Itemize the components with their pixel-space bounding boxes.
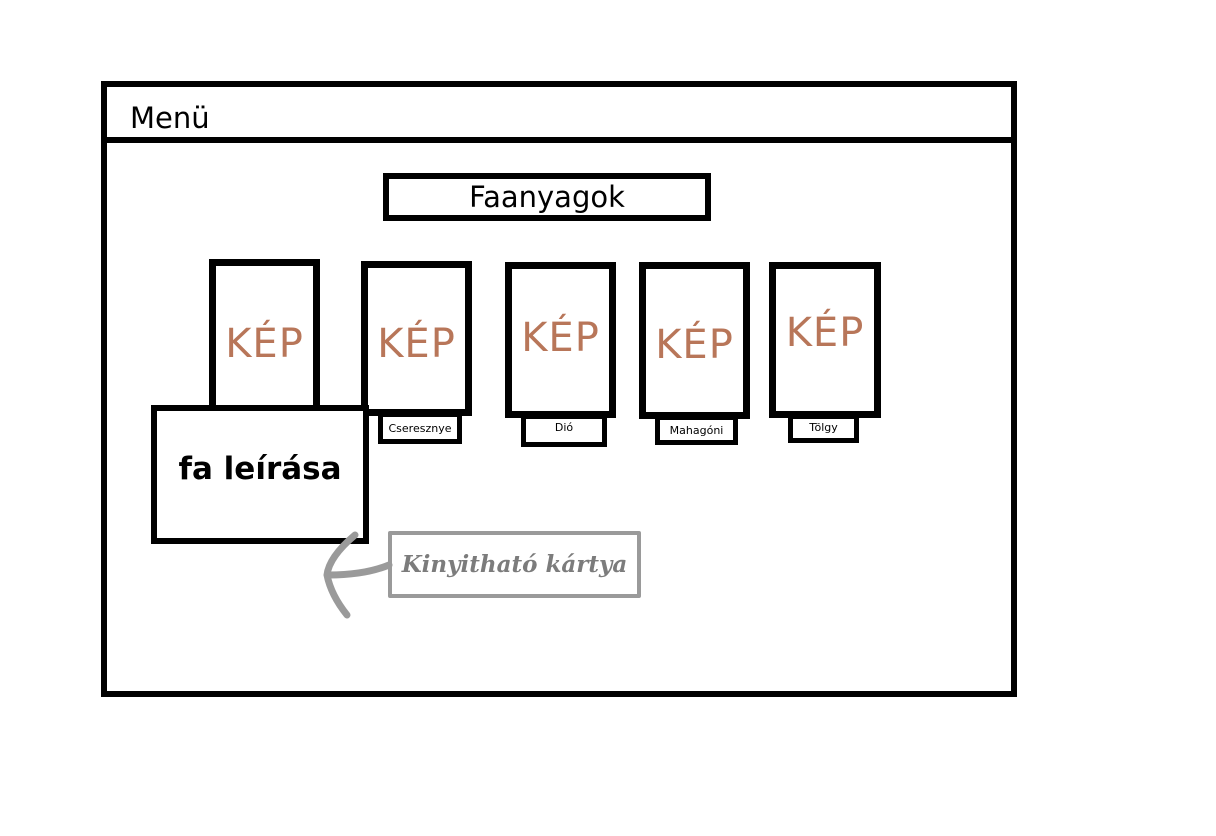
- wood-card-4[interactable]: KÉP: [639, 262, 750, 419]
- annotation-text: Kinyitható kártya: [401, 551, 628, 578]
- card-name-tag[interactable]: Tölgy: [788, 414, 859, 443]
- image-placeholder: KÉP: [225, 321, 304, 367]
- image-placeholder: KÉP: [377, 320, 456, 367]
- image-placeholder: KÉP: [785, 310, 865, 356]
- card-name-tag[interactable]: Dió: [521, 414, 607, 447]
- menu-label[interactable]: Menü: [130, 101, 210, 135]
- card-name: Dió: [554, 421, 574, 434]
- wood-card-3[interactable]: KÉP: [505, 262, 616, 418]
- image-placeholder: KÉP: [521, 315, 600, 361]
- description-text: fa leírása: [178, 451, 342, 487]
- wood-card-2[interactable]: KÉP: [361, 261, 472, 416]
- image-placeholder: KÉP: [655, 321, 734, 368]
- wood-card-1[interactable]: KÉP: [209, 259, 320, 419]
- card-name: Mahagóni: [669, 423, 724, 437]
- card-name: Tölgy: [809, 421, 838, 434]
- expanded-card-description[interactable]: fa leírása: [151, 405, 369, 544]
- wood-card-5[interactable]: KÉP: [769, 262, 881, 418]
- card-name-tag[interactable]: Mahagóni: [655, 415, 738, 445]
- card-name: Cseresznye: [388, 421, 452, 435]
- page-title: Faanyagok: [383, 173, 711, 221]
- card-name-tag[interactable]: Cseresznye: [378, 412, 462, 444]
- menu-bar[interactable]: [101, 81, 1017, 143]
- annotation-note: Kinyitható kártya: [388, 531, 641, 598]
- annotation-arrow-icon: [323, 531, 393, 619]
- page-title-text: Faanyagok: [469, 180, 625, 214]
